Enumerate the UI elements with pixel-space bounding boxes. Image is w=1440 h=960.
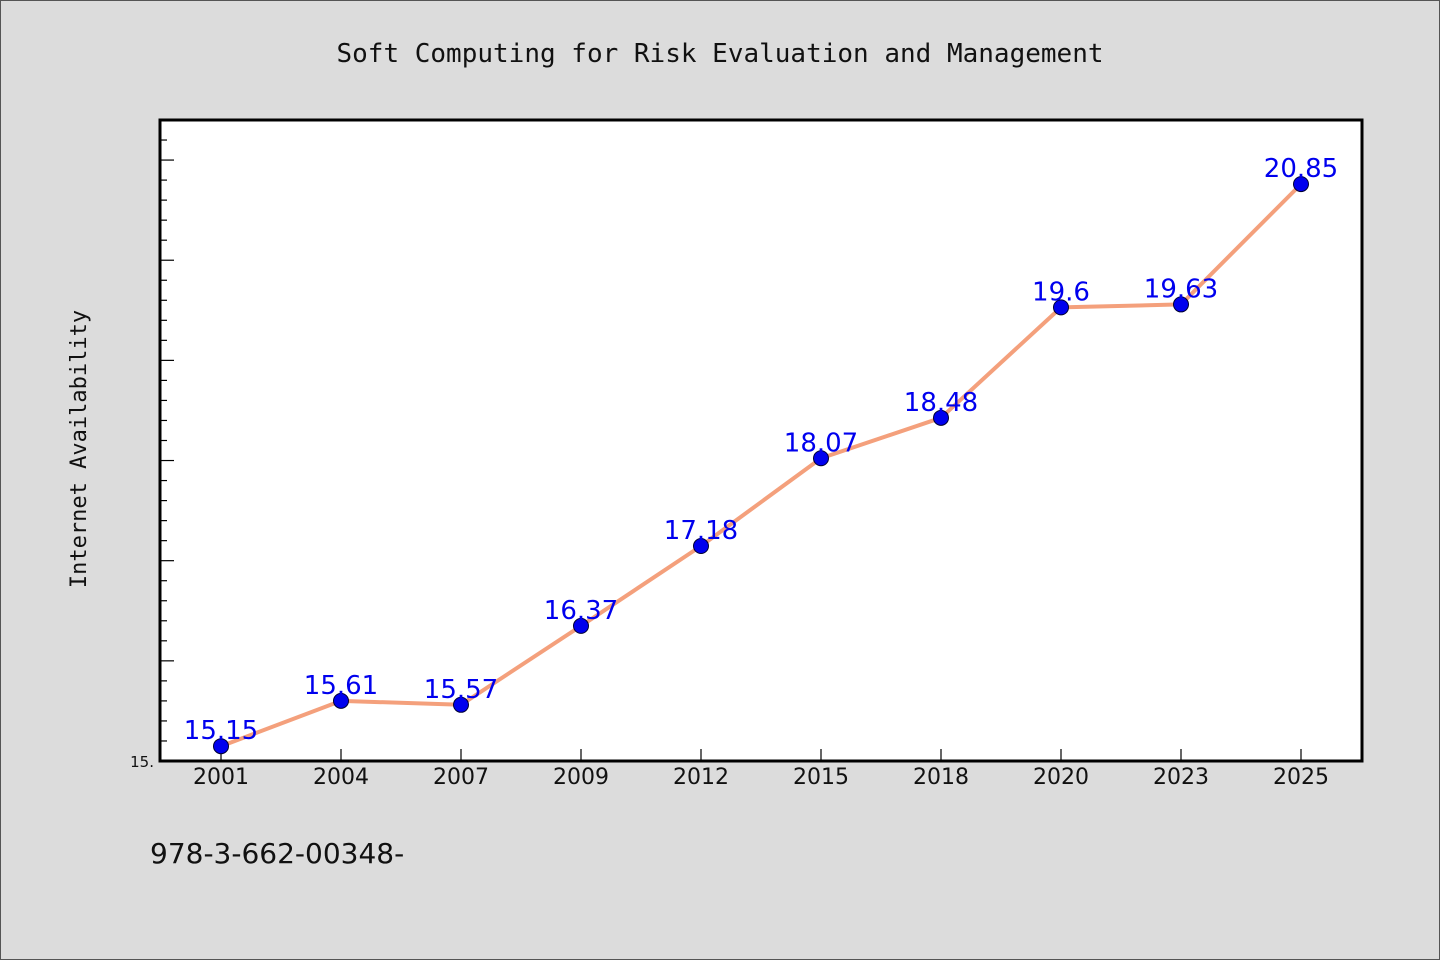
data-label: 15.15 <box>184 716 258 746</box>
data-label: 16.37 <box>544 596 618 626</box>
data-point-marker <box>453 696 469 713</box>
series-line <box>220 182 1303 749</box>
plot-area <box>158 118 1364 763</box>
y-tick-label: 15. <box>130 753 154 771</box>
x-tick-label: 2020 <box>1033 765 1089 790</box>
chart-title: Soft Computing for Risk Evaluation and M… <box>336 39 1103 69</box>
data-label: 15.61 <box>304 671 378 701</box>
x-tick-label: 2007 <box>433 765 489 790</box>
data-point-marker <box>813 450 829 467</box>
y-axis-ticks <box>160 139 174 762</box>
series-markers <box>213 176 1309 755</box>
data-point-marker <box>933 409 949 426</box>
data-label: 20.85 <box>1264 154 1338 184</box>
data-point-marker <box>1173 296 1189 313</box>
x-tick-label: 2025 <box>1273 765 1329 790</box>
x-tick-label: 2001 <box>193 765 249 790</box>
data-point-marker <box>213 738 229 755</box>
x-axis-tick-labels: 2001 2004 2007 2009 2012 2015 2018 2020 2023 2025 <box>193 765 1329 790</box>
x-tick-label: 2004 <box>313 765 369 790</box>
data-point-marker <box>573 617 589 634</box>
x-tick-label: 2015 <box>793 765 849 790</box>
data-label: 19.63 <box>1144 274 1218 304</box>
data-point-marker <box>1053 299 1069 316</box>
x-tick-label: 2012 <box>673 765 729 790</box>
data-label: 18.07 <box>784 428 858 458</box>
data-label: 18.48 <box>904 388 978 418</box>
data-point-marker <box>693 538 709 555</box>
x-tick-label: 2023 <box>1153 765 1209 790</box>
footer-text: 978-3-662-00348- <box>150 837 404 870</box>
data-label: 19.6 <box>1032 277 1090 307</box>
series-data-labels: 15.15 15.61 15.57 16.37 17.18 18.07 18.48 19.6 1… <box>184 154 1338 746</box>
x-axis-ticks <box>220 749 1302 761</box>
x-tick-label: 2009 <box>553 765 609 790</box>
data-label: 15.57 <box>424 675 498 705</box>
x-tick-label: 2018 <box>913 765 969 790</box>
y-axis-label: Internet Availability <box>67 310 92 588</box>
data-point-marker <box>1293 176 1309 193</box>
data-point-marker <box>333 692 349 709</box>
data-label: 17.18 <box>664 516 738 546</box>
